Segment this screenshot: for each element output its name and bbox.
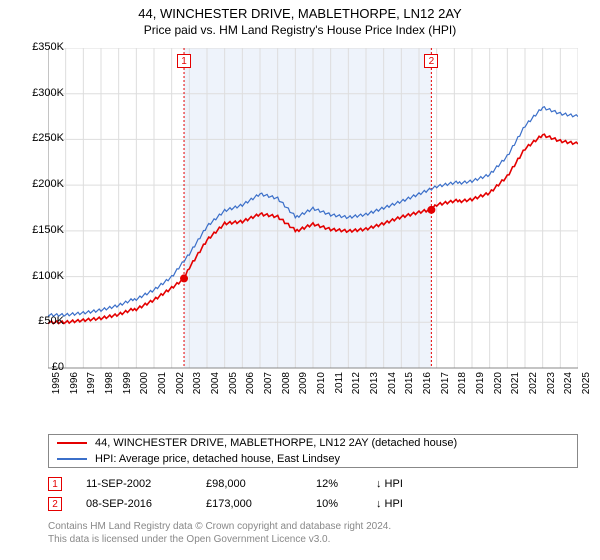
event-note-1: ↓ HPI: [376, 478, 403, 490]
xtick-label: 2019: [475, 372, 486, 402]
legend-item-property: 44, WINCHESTER DRIVE, MABLETHORPE, LN12 …: [49, 435, 577, 451]
xtick-label: 2002: [175, 372, 186, 402]
events-table: 1 11-SEP-2002 £98,000 12% ↓ HPI 2 08-SEP…: [48, 474, 578, 514]
chart-container: 44, WINCHESTER DRIVE, MABLETHORPE, LN12 …: [0, 0, 600, 560]
xtick-label: 1996: [69, 372, 80, 402]
chart-svg: [48, 48, 578, 398]
legend-item-hpi: HPI: Average price, detached house, East…: [49, 451, 577, 467]
ytick-label: £150K: [4, 224, 64, 236]
chart-title: 44, WINCHESTER DRIVE, MABLETHORPE, LN12 …: [0, 0, 600, 21]
event-row-2: 2 08-SEP-2016 £173,000 10% ↓ HPI: [48, 494, 578, 514]
legend-swatch-hpi: [57, 458, 87, 460]
ytick-label: £350K: [4, 41, 64, 53]
event-row-1: 1 11-SEP-2002 £98,000 12% ↓ HPI: [48, 474, 578, 494]
legend-label-hpi: HPI: Average price, detached house, East…: [95, 453, 340, 465]
chart-plot-area: [48, 48, 578, 398]
event-price-1: £98,000: [206, 478, 316, 490]
ytick-label: £50K: [4, 315, 64, 327]
xtick-label: 2011: [334, 372, 345, 402]
xtick-label: 2012: [351, 372, 362, 402]
chart-subtitle: Price paid vs. HM Land Registry's House …: [0, 21, 600, 37]
xtick-label: 1997: [86, 372, 97, 402]
xtick-label: 1999: [122, 372, 133, 402]
legend-label-property: 44, WINCHESTER DRIVE, MABLETHORPE, LN12 …: [95, 437, 457, 449]
xtick-label: 2018: [457, 372, 468, 402]
xtick-label: 2017: [440, 372, 451, 402]
xtick-label: 2020: [493, 372, 504, 402]
event-pct-2: 10%: [316, 498, 376, 510]
event-note-2: ↓ HPI: [376, 498, 403, 510]
legend: 44, WINCHESTER DRIVE, MABLETHORPE, LN12 …: [48, 434, 578, 468]
xtick-label: 2004: [210, 372, 221, 402]
chart-marker-box: 2: [424, 54, 438, 68]
legend-swatch-property: [57, 442, 87, 444]
xtick-label: 2025: [581, 372, 592, 402]
xtick-label: 2003: [192, 372, 203, 402]
ytick-label: £100K: [4, 270, 64, 282]
ytick-label: £200K: [4, 178, 64, 190]
footer-line2: This data is licensed under the Open Gov…: [48, 533, 578, 546]
xtick-label: 2001: [157, 372, 168, 402]
xtick-label: 2010: [316, 372, 327, 402]
xtick-label: 2023: [546, 372, 557, 402]
xtick-label: 2022: [528, 372, 539, 402]
xtick-label: 2021: [510, 372, 521, 402]
event-date-2: 08-SEP-2016: [86, 498, 206, 510]
ytick-label: £300K: [4, 87, 64, 99]
xtick-label: 2013: [369, 372, 380, 402]
xtick-label: 2005: [228, 372, 239, 402]
event-price-2: £173,000: [206, 498, 316, 510]
xtick-label: 2024: [563, 372, 574, 402]
xtick-label: 2007: [263, 372, 274, 402]
xtick-label: 2006: [245, 372, 256, 402]
xtick-label: 1998: [104, 372, 115, 402]
event-marker-2: 2: [48, 497, 62, 511]
xtick-label: 2009: [298, 372, 309, 402]
footer-line1: Contains HM Land Registry data © Crown c…: [48, 520, 578, 533]
xtick-label: 2000: [139, 372, 150, 402]
xtick-label: 2008: [281, 372, 292, 402]
event-pct-1: 12%: [316, 478, 376, 490]
chart-marker-box: 1: [177, 54, 191, 68]
xtick-label: 2015: [404, 372, 415, 402]
xtick-label: 2016: [422, 372, 433, 402]
footer: Contains HM Land Registry data © Crown c…: [48, 520, 578, 546]
event-marker-1: 1: [48, 477, 62, 491]
xtick-label: 1995: [51, 372, 62, 402]
event-date-1: 11-SEP-2002: [86, 478, 206, 490]
ytick-label: £250K: [4, 132, 64, 144]
xtick-label: 2014: [387, 372, 398, 402]
